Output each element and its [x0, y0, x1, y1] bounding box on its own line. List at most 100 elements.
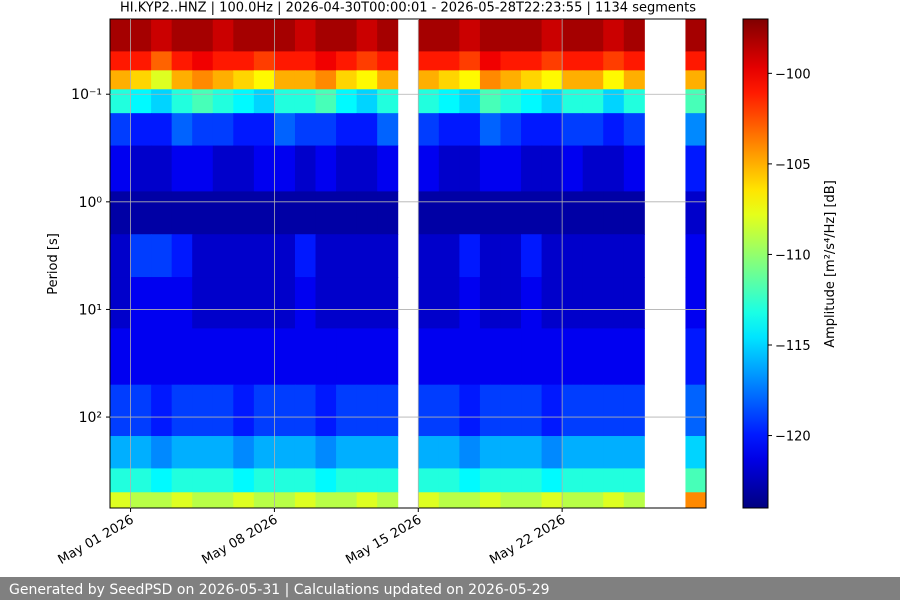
psd-cell [253, 191, 275, 235]
psd-cell [500, 492, 522, 509]
psd-cell [233, 70, 255, 90]
psd-cell [233, 468, 255, 493]
x-tick-label: May 01 2026 [56, 512, 137, 567]
psd-cell [171, 113, 193, 147]
psd-cell [192, 492, 214, 509]
psd-cell [294, 145, 317, 192]
psd-cell [500, 436, 522, 469]
psd-cell [521, 234, 543, 278]
psd-cell [192, 19, 214, 52]
psd-cell [582, 113, 604, 147]
psd-cell [130, 328, 152, 386]
y-tick-label: 10⁻¹ [71, 87, 102, 103]
psd-cell [192, 145, 214, 192]
psd-cell [356, 19, 378, 52]
footer-bar [0, 577, 900, 600]
psd-cell [233, 492, 255, 509]
psd-cell [479, 436, 501, 469]
psd-cell [623, 384, 645, 437]
psd-cell [459, 19, 481, 52]
psd-cell [521, 70, 543, 90]
psd-cell [623, 113, 645, 147]
psd-cell [233, 89, 255, 114]
psd-cell [110, 145, 132, 192]
psd-cell [623, 145, 645, 192]
psd-cell [274, 70, 296, 90]
psd-cell [541, 113, 563, 147]
psd-cell [356, 384, 378, 437]
psd-cell [212, 492, 234, 509]
psd-cell [438, 384, 460, 437]
psd-cell [459, 113, 481, 147]
psd-cell [192, 384, 214, 437]
psd-cell [336, 468, 358, 493]
psd-cell [356, 436, 378, 469]
psd-cell [479, 89, 501, 114]
psd-cell [438, 234, 460, 278]
psd-cell [377, 70, 399, 90]
psd-cell [603, 384, 625, 437]
psd-cell [356, 234, 378, 278]
psd-cell [171, 328, 193, 386]
psd-cell [233, 328, 255, 386]
psd-cell [130, 70, 152, 90]
psd-cell [274, 191, 296, 235]
psd-cell [623, 19, 645, 52]
psd-cell [418, 234, 440, 278]
psd-cell [336, 191, 358, 235]
psd-cell [294, 19, 317, 52]
psd-cell [274, 234, 296, 278]
psd-cell [130, 277, 152, 329]
psd-cell [151, 436, 173, 469]
psd-cell [356, 145, 378, 192]
psd-cell [377, 113, 399, 147]
psd-cell [110, 234, 132, 278]
y-tick-label: 10¹ [79, 302, 102, 318]
psd-cell [253, 384, 275, 437]
psd-cell [603, 19, 625, 52]
psd-cell [110, 328, 132, 386]
psd-cell [253, 89, 275, 114]
psd-cell [459, 436, 481, 469]
psd-cell [253, 51, 275, 71]
psd-cell [315, 277, 337, 329]
psd-cell [459, 70, 481, 90]
psd-cell [521, 384, 543, 437]
psd-cell [315, 145, 337, 192]
plot-frame [109, 18, 707, 509]
psd-cell [151, 70, 173, 90]
psd-cell [151, 384, 173, 437]
psd-cell [356, 89, 378, 114]
psd-cell [459, 277, 481, 329]
psd-cell [459, 468, 481, 493]
psd-cell [562, 328, 584, 386]
psd-cell [418, 51, 440, 71]
psd-cell [294, 89, 317, 114]
psd-cell [151, 277, 173, 329]
psd-cell [418, 145, 440, 192]
psd-cell [212, 113, 234, 147]
psd-cell [294, 277, 317, 329]
psd-cell [315, 384, 337, 437]
psd-cell [418, 19, 440, 52]
psd-cell [274, 19, 296, 52]
psd-cell [685, 468, 707, 493]
psd-cell [582, 89, 604, 114]
psd-cell [685, 384, 707, 437]
psd-cell [294, 70, 317, 90]
psd-cell [274, 51, 296, 71]
psd-cell [212, 70, 234, 90]
psd-cell [479, 113, 501, 147]
psd-cell [418, 436, 440, 469]
psd-cell [377, 384, 399, 437]
psd-cell [603, 145, 625, 192]
psd-cell [171, 70, 193, 90]
psd-cell [582, 328, 604, 386]
psd-cell [438, 70, 460, 90]
psd-cell [336, 113, 358, 147]
psd-cell [315, 51, 337, 71]
psd-cell [541, 145, 563, 192]
psd-cell [541, 51, 563, 71]
psd-cell [336, 384, 358, 437]
psd-cell [274, 384, 296, 437]
